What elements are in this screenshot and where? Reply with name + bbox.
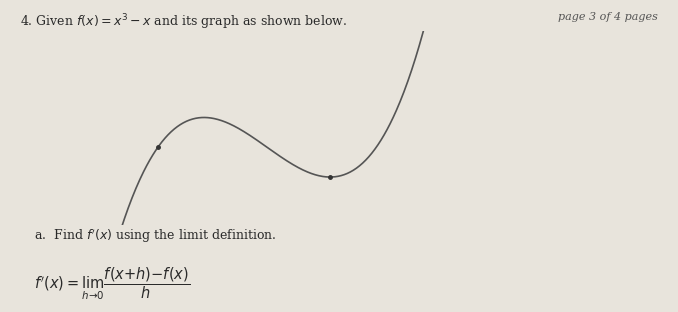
Text: a.  Find $f'(x)$ using the limit definition.: a. Find $f'(x)$ using the limit definiti…: [34, 228, 277, 245]
Text: page 3 of 4 pages: page 3 of 4 pages: [558, 12, 658, 22]
Text: $f'(x) = \lim_{h \to 0} \dfrac{f(x+h) - f(x)}{h}$: $f'(x) = \lim_{h \to 0} \dfrac{f(x+h) - …: [34, 265, 190, 302]
Text: 4. Given $f(x) = x^3-x$ and its graph as shown below.: 4. Given $f(x) = x^3-x$ and its graph as…: [20, 12, 347, 32]
